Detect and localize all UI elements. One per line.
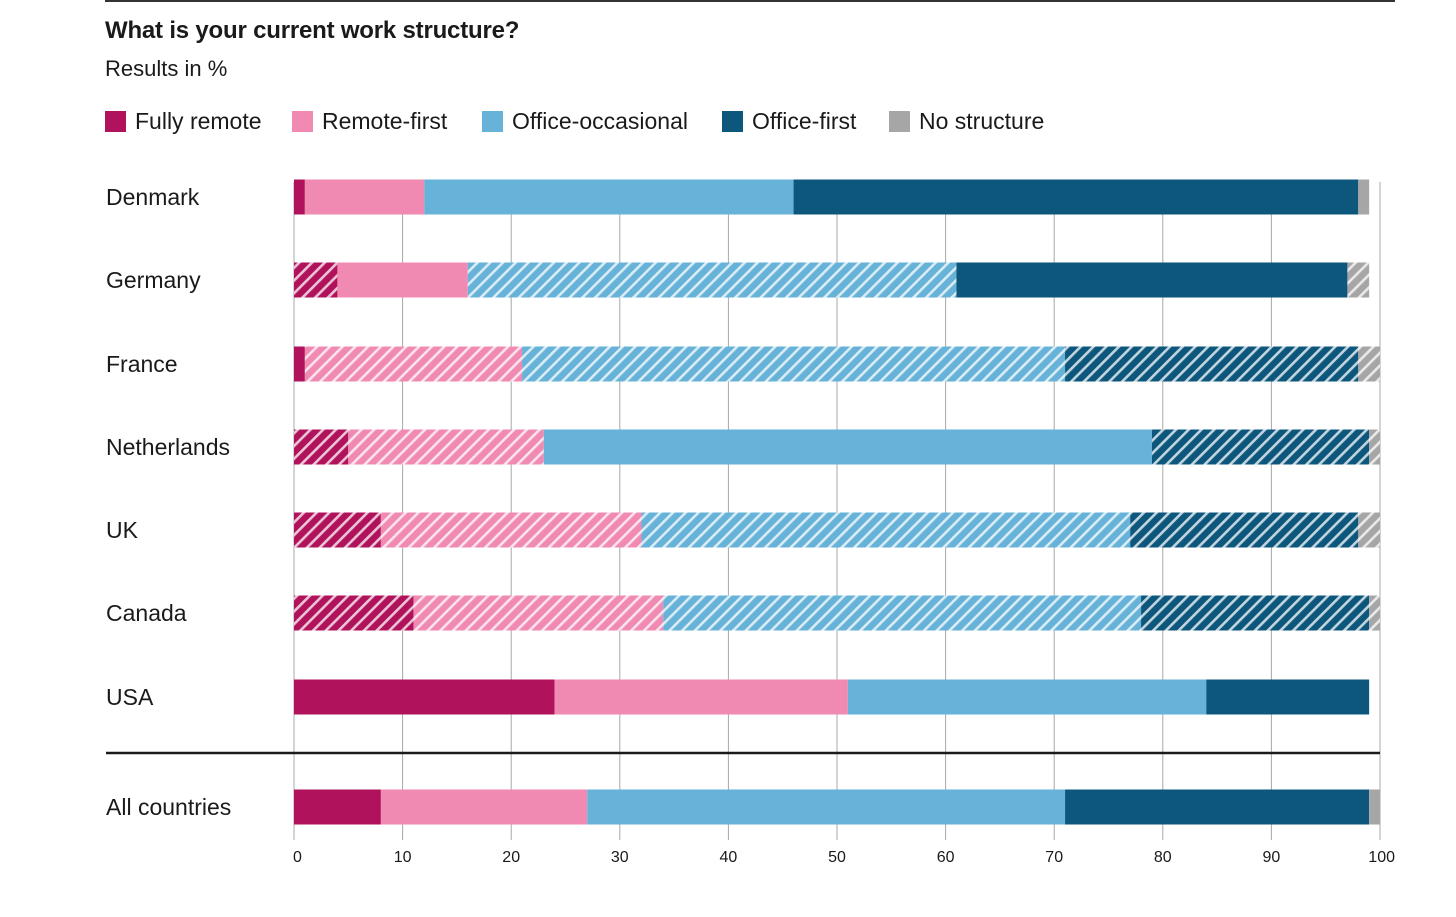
x-tick-label: 50 xyxy=(828,849,846,866)
bar-segment xyxy=(294,679,555,715)
bar-segment xyxy=(1358,179,1370,215)
bar-segment xyxy=(1141,595,1370,631)
bar-segment xyxy=(663,595,1142,631)
legend-item-office-first: Office-first xyxy=(722,106,856,136)
bar-row xyxy=(294,512,1380,548)
bar-segment xyxy=(641,512,1131,548)
bar-segment xyxy=(294,179,305,215)
bar-segment xyxy=(380,789,588,825)
bar-segment xyxy=(1369,429,1380,465)
bar-segment xyxy=(1065,346,1359,382)
bar-segment xyxy=(380,512,642,548)
legend-item-remote-first: Remote-first xyxy=(292,106,447,136)
legend-item-office-occasional: Office-occasional xyxy=(482,106,688,136)
bar-segment xyxy=(1206,679,1370,715)
legend-label: Office-first xyxy=(752,107,857,134)
bar-segment xyxy=(294,595,414,631)
chart-subtitle: Results in % xyxy=(105,56,228,81)
top-rule xyxy=(105,0,1395,2)
bar-segment xyxy=(554,679,848,715)
row-label: Canada xyxy=(106,600,187,626)
bar-segment xyxy=(847,679,1207,715)
bar-row xyxy=(294,262,1370,298)
bar-row xyxy=(294,679,1370,715)
bar-row xyxy=(294,789,1380,825)
bar-segment xyxy=(348,429,544,465)
bar-segment xyxy=(294,789,381,825)
legend-label: Remote-first xyxy=(322,107,448,134)
x-tick-label: 10 xyxy=(394,849,412,866)
bar-row xyxy=(294,429,1380,465)
bar-segment xyxy=(1358,512,1380,548)
row-label: UK xyxy=(106,517,139,543)
legend-label: Fully remote xyxy=(135,107,262,134)
bar-segment xyxy=(1347,262,1370,298)
bar-segment xyxy=(1065,789,1370,825)
x-tick-label: 70 xyxy=(1045,849,1063,866)
bar-row xyxy=(294,595,1380,631)
bar-segment xyxy=(1151,429,1370,465)
legend-swatch-fully-remote xyxy=(105,110,126,132)
x-tick-label: 30 xyxy=(611,849,629,866)
x-axis-ticks: 0 10 20 30 40 50 60 70 80 90 100 xyxy=(293,849,1395,866)
bar-segment xyxy=(1358,346,1380,382)
legend-swatch-no-structure xyxy=(889,110,910,132)
bar-segment xyxy=(337,262,468,298)
x-tick-label: 20 xyxy=(502,849,520,866)
bar-segment xyxy=(294,429,349,465)
bar-row xyxy=(294,179,1370,215)
bar-segment xyxy=(587,789,1066,825)
bar-segment xyxy=(294,512,381,548)
legend-item-fully-remote: Fully remote xyxy=(105,106,262,136)
x-tick-label: 80 xyxy=(1154,849,1172,866)
x-tick-label: 60 xyxy=(937,849,955,866)
bar-segment xyxy=(1369,789,1380,825)
bar-segment xyxy=(543,429,1152,465)
legend-swatch-office-first xyxy=(722,110,743,132)
x-tick-label: 40 xyxy=(720,849,738,866)
bar-segment xyxy=(956,262,1348,298)
legend-label: No structure xyxy=(919,107,1045,134)
legend-label: Office-occasional xyxy=(512,107,688,134)
bar-segment xyxy=(467,262,957,298)
row-label: France xyxy=(106,351,178,377)
x-tick-label: 90 xyxy=(1263,849,1281,866)
bar-row xyxy=(294,346,1380,382)
bar-segment xyxy=(413,595,664,631)
bar-segment xyxy=(522,346,1066,382)
bar-segment xyxy=(294,346,305,382)
bar-segment xyxy=(424,179,794,215)
legend-item-no-structure: No structure xyxy=(889,106,1044,136)
bar-segment xyxy=(294,262,338,298)
row-labels: Denmark Germany France Netherlands UK Canada U… xyxy=(106,184,231,820)
bar-segment xyxy=(1130,512,1359,548)
row-label: Germany xyxy=(106,267,201,293)
bar-segment xyxy=(304,179,425,215)
legend-swatch-office-occasional xyxy=(482,110,503,132)
x-tick-label: 100 xyxy=(1368,849,1395,866)
row-label: Denmark xyxy=(106,184,200,210)
legend-swatch-remote-first xyxy=(292,110,313,132)
row-label: Netherlands xyxy=(106,434,230,460)
chart-title: What is your current work structure? xyxy=(105,17,520,44)
bar-segment xyxy=(1369,595,1380,631)
bar-segment xyxy=(304,346,523,382)
row-label: USA xyxy=(106,684,154,710)
bar-segment xyxy=(793,179,1359,215)
x-tick-label: 0 xyxy=(293,849,302,866)
row-label: All countries xyxy=(106,794,231,820)
bars xyxy=(294,179,1380,825)
